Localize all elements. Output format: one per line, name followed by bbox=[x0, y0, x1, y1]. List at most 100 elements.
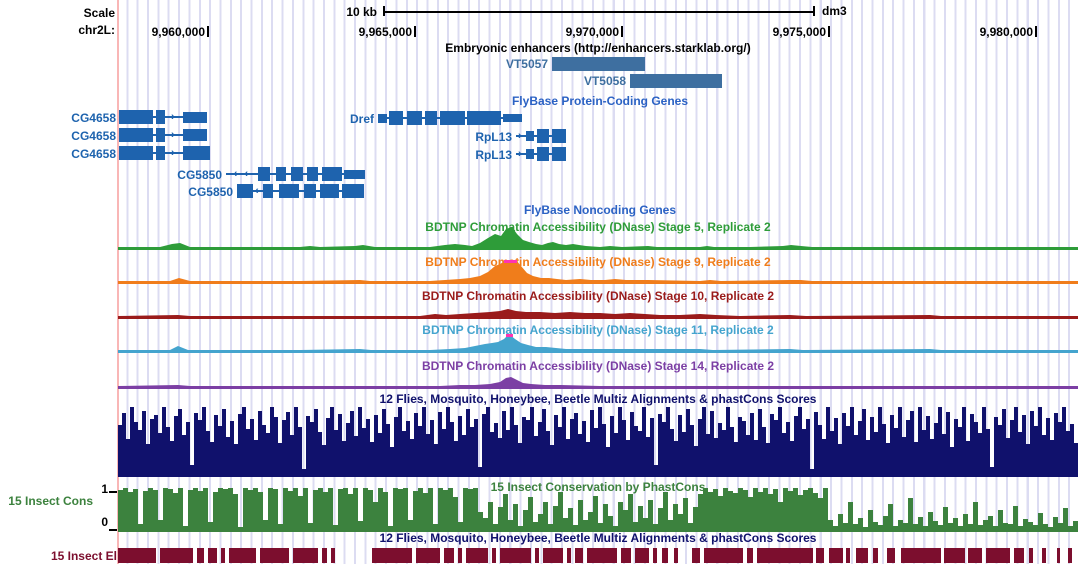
multiz-track-title[interactable]: 12 Flies, Mosquito, Honeybee, Beetle Mul… bbox=[379, 392, 817, 406]
conserved-element[interactable] bbox=[293, 548, 318, 563]
conserved-element[interactable] bbox=[221, 548, 225, 563]
gene-exon bbox=[307, 167, 318, 181]
conserved-element[interactable] bbox=[829, 548, 843, 563]
strand-arrow-icon: ‹ bbox=[255, 185, 259, 197]
ruler-tick bbox=[621, 26, 623, 37]
gene-exon bbox=[276, 167, 286, 181]
phastcons-axis-min: 0 bbox=[101, 515, 108, 529]
conserved-element[interactable] bbox=[901, 548, 941, 563]
dnase-track-title-stage-3[interactable]: BDTNP Chromatin Accessibility (DNase) St… bbox=[422, 323, 774, 337]
gene-item-label: CG5850 bbox=[177, 168, 222, 182]
gene-exon bbox=[119, 110, 153, 124]
conserved-element[interactable] bbox=[567, 548, 571, 563]
dnase-track-title-stage-4[interactable]: BDTNP Chromatin Accessibility (DNase) St… bbox=[421, 359, 775, 373]
conserved-element[interactable] bbox=[887, 548, 895, 563]
gene-item-label: Dref bbox=[349, 112, 374, 126]
conserved-element[interactable] bbox=[372, 548, 412, 563]
clipped-value-marker bbox=[504, 260, 517, 263]
gene-exon bbox=[537, 147, 549, 161]
conserved-element[interactable] bbox=[968, 548, 982, 563]
conserved-element[interactable] bbox=[444, 548, 454, 563]
phastcons-track-title[interactable]: 15 Insect Conservation by PhastCons bbox=[490, 480, 706, 494]
conserved-element[interactable] bbox=[543, 548, 563, 563]
gene-exon bbox=[279, 184, 299, 198]
assembly-label: dm3 bbox=[822, 4, 847, 18]
chromosome-label: chr2L: bbox=[78, 23, 115, 37]
gene-intron-line bbox=[237, 190, 364, 192]
multiz-signal[interactable] bbox=[118, 407, 1078, 478]
enhancer-item[interactable] bbox=[552, 57, 645, 71]
conserved-element[interactable] bbox=[873, 548, 878, 563]
conserved-element[interactable] bbox=[704, 548, 743, 563]
conserved-element[interactable] bbox=[575, 548, 583, 563]
strand-arrow-icon: › bbox=[518, 130, 522, 142]
elements-left-label: 15 Insect El bbox=[50, 549, 117, 563]
conserved-element[interactable] bbox=[331, 548, 335, 563]
ruler-tick bbox=[414, 26, 416, 37]
conserved-element[interactable] bbox=[466, 548, 488, 563]
conserved-element[interactable] bbox=[1057, 548, 1060, 563]
conserved-element[interactable] bbox=[229, 548, 256, 563]
conserved-element[interactable] bbox=[674, 548, 678, 563]
conserved-element[interactable] bbox=[1068, 548, 1072, 563]
dnase-signal[interactable] bbox=[118, 256, 1078, 282]
scale-bar-cap-left bbox=[383, 6, 385, 16]
conserved-element[interactable] bbox=[856, 548, 868, 563]
conserved-element[interactable] bbox=[160, 548, 193, 563]
dnase-track-baseline bbox=[118, 282, 1078, 284]
clipped-value-marker bbox=[506, 334, 513, 337]
coding-genes-track-title[interactable]: FlyBase Protein-Coding Genes bbox=[511, 94, 689, 108]
gene-exon bbox=[552, 147, 566, 161]
dnase-signal[interactable] bbox=[118, 222, 1078, 248]
conserved-element[interactable] bbox=[757, 548, 813, 563]
conserved-element[interactable] bbox=[587, 548, 617, 563]
conserved-element[interactable] bbox=[1014, 548, 1024, 563]
conserved-element[interactable] bbox=[260, 548, 289, 563]
conserved-element[interactable] bbox=[322, 548, 327, 563]
multiz-track-title-2[interactable]: 12 Flies, Mosquito, Honeybee, Beetle Mul… bbox=[379, 531, 817, 545]
ruler-tick bbox=[828, 26, 830, 37]
conserved-element[interactable] bbox=[416, 548, 440, 563]
conserved-element[interactable] bbox=[816, 548, 824, 563]
gene-exon bbox=[156, 110, 165, 124]
conserved-element[interactable] bbox=[653, 548, 657, 563]
conserved-element[interactable] bbox=[492, 548, 496, 563]
conserved-element[interactable] bbox=[692, 548, 700, 563]
gene-item-label: CG4658 bbox=[71, 129, 116, 143]
noncoding-genes-track-title[interactable]: FlyBase Noncoding Genes bbox=[523, 203, 677, 217]
gene-exon bbox=[156, 146, 165, 160]
ruler-tick-label: 9,975,000 bbox=[772, 25, 826, 39]
conserved-element[interactable] bbox=[986, 548, 1010, 563]
gene-item-label: CG5850 bbox=[188, 185, 233, 199]
conserved-element[interactable] bbox=[118, 548, 156, 563]
conserved-element[interactable] bbox=[458, 548, 462, 563]
gene-item-label: RpL13 bbox=[475, 148, 512, 162]
gene-exon bbox=[183, 146, 210, 160]
enhancer-track-title[interactable]: Embryonic enhancers (http://enhancers.st… bbox=[445, 41, 751, 55]
dnase-signal[interactable] bbox=[118, 361, 1078, 387]
gene-exon bbox=[322, 167, 342, 181]
gene-exon bbox=[407, 111, 422, 125]
conserved-element[interactable] bbox=[208, 548, 217, 563]
conserved-element[interactable] bbox=[197, 548, 204, 563]
conserved-element[interactable] bbox=[1042, 548, 1046, 563]
conserved-element[interactable] bbox=[846, 548, 850, 563]
ruler-tick bbox=[207, 26, 209, 37]
gene-exon bbox=[425, 111, 437, 125]
gene-exon bbox=[526, 131, 534, 141]
conserved-element[interactable] bbox=[635, 548, 649, 563]
conserved-element[interactable] bbox=[1029, 548, 1033, 563]
conserved-element[interactable] bbox=[500, 548, 531, 563]
conserved-element[interactable] bbox=[621, 548, 631, 563]
dnase-signal[interactable] bbox=[118, 325, 1078, 351]
gene-exon bbox=[258, 167, 270, 181]
conserved-element[interactable] bbox=[944, 548, 965, 563]
conserved-element[interactable] bbox=[747, 548, 753, 563]
phastcons-signal[interactable] bbox=[118, 488, 1078, 532]
dnase-track-title-stage-2[interactable]: BDTNP Chromatin Accessibility (DNase) St… bbox=[421, 289, 775, 303]
dnase-signal[interactable] bbox=[118, 291, 1078, 317]
enhancer-item[interactable] bbox=[630, 74, 722, 88]
conserved-element[interactable] bbox=[535, 548, 539, 563]
strand-arrow-icon: ‹ bbox=[233, 168, 238, 180]
conserved-element[interactable] bbox=[662, 548, 668, 563]
